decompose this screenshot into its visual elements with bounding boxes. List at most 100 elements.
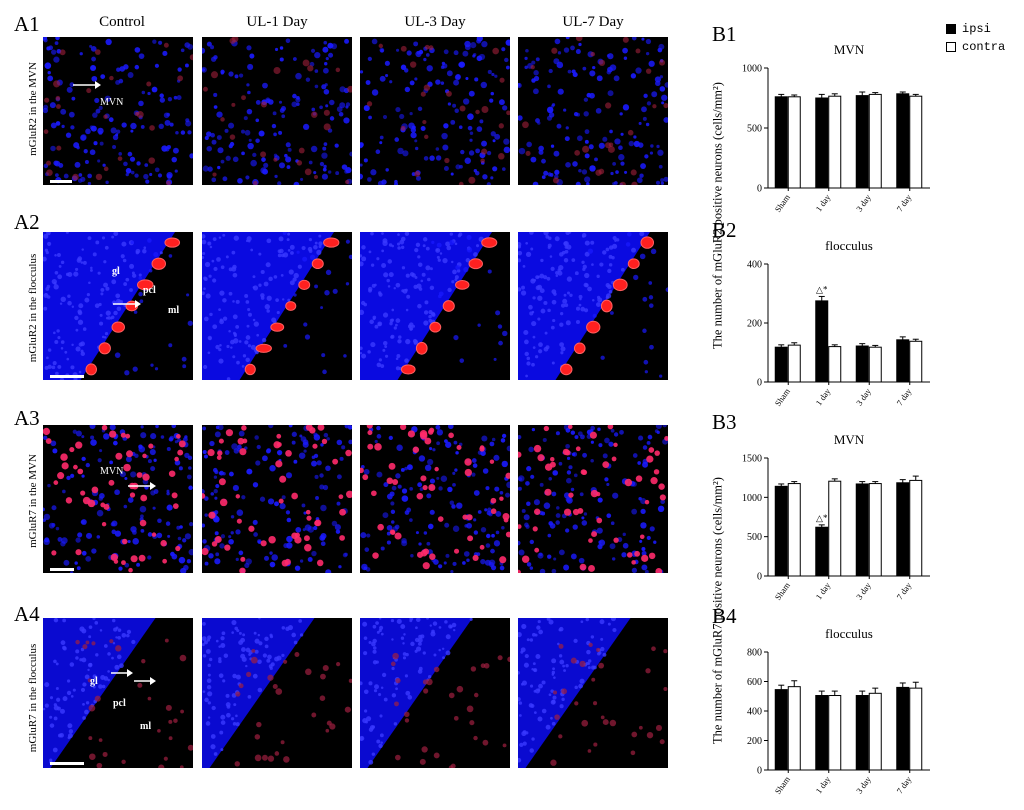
bar-ipsi	[815, 300, 829, 383]
x-tick-label: 3 day	[854, 774, 873, 796]
micrograph-a3-ul3	[360, 425, 510, 573]
y-tick-label: 0	[757, 766, 762, 777]
arrow-icon	[128, 482, 156, 490]
y-tick-label: 200	[747, 319, 762, 330]
x-tick-label: 7 day	[894, 386, 913, 408]
x-tick-label: 3 day	[854, 192, 873, 214]
x-tick-label: 1 day	[813, 580, 832, 602]
bar-contra	[787, 96, 801, 189]
overlay-label-pcl: pcl	[143, 285, 156, 296]
y-tick-label: 400	[747, 707, 762, 718]
y-tick-label: 0	[757, 184, 762, 195]
micrograph-image	[518, 425, 668, 573]
y-tick-label: 800	[747, 648, 762, 659]
micrograph-image	[360, 232, 510, 380]
bar-ipsi	[896, 686, 910, 771]
bar-ipsi	[774, 689, 788, 771]
bar-chart-b1: MVN 0 500 1000 Sham 1 day 3 day 7 day	[742, 42, 930, 214]
bar-ipsi	[855, 95, 869, 189]
x-tick-label: Sham	[773, 192, 793, 214]
scale-bar	[50, 180, 72, 183]
panel-label-b1: B1	[712, 22, 737, 46]
arrow-icon	[134, 677, 156, 685]
micrograph-a3-ul7	[518, 425, 668, 573]
micrograph-image	[43, 37, 193, 185]
micrograph-image	[360, 425, 510, 573]
bar-contra	[828, 480, 842, 577]
column-header-ul-7-day: UL-7 Day	[562, 14, 624, 30]
micrograph-image	[43, 232, 193, 380]
panel-label-a2: A2	[14, 210, 40, 234]
x-tick-label: 1 day	[813, 386, 832, 408]
bar-ipsi	[815, 97, 829, 189]
y-tick-label: 1000	[742, 64, 762, 75]
y-tick-label: 500	[747, 532, 762, 543]
arrow-icon	[111, 669, 133, 677]
bar-ipsi	[855, 483, 869, 577]
micrograph-image	[202, 618, 352, 768]
y-axis-title-mglur7: The number of mGluR7 positive neurons (c…	[710, 477, 725, 744]
micrograph-a1-ul3	[360, 37, 510, 185]
y-tick-label: 500	[747, 124, 762, 135]
bar-ipsi	[896, 93, 910, 189]
x-tick-label: 1 day	[813, 192, 832, 214]
micrograph-a3-control	[43, 425, 193, 573]
overlay-label-ml-a4: ml	[140, 721, 152, 732]
bar-ipsi	[855, 695, 869, 771]
significance-annotation: △*	[816, 284, 828, 294]
bar-contra	[787, 344, 801, 383]
column-header-ul-3-day: UL-3 Day	[404, 14, 466, 30]
bar-ipsi	[896, 339, 910, 383]
micrograph-image	[360, 37, 510, 185]
chart-title: flocculus	[825, 626, 873, 641]
chart-title: MVN	[834, 432, 865, 447]
arrow-icon	[73, 81, 101, 89]
micrograph-image	[518, 618, 668, 768]
micrograph-image	[518, 37, 668, 185]
micrograph-a2-control	[43, 232, 193, 380]
y-tick-label: 1500	[742, 454, 762, 465]
bar-contra	[909, 95, 923, 189]
bar-chart-b4: flocculus 0 200 400 600 800 Sham 1 day 3 day 7 da…	[747, 626, 930, 796]
micrograph-a4-ul1	[202, 618, 352, 768]
scale-bar	[50, 375, 84, 378]
legend-swatch-ipsi	[946, 24, 956, 34]
bar-contra	[909, 479, 923, 577]
panel-label-b2: B2	[712, 218, 737, 242]
panel-label-b4: B4	[712, 604, 737, 628]
arrow-icon	[113, 300, 141, 308]
x-tick-label: 3 day	[854, 580, 873, 602]
micrograph-a2-ul1	[202, 232, 352, 380]
legend: ipsi contra	[946, 22, 1005, 54]
bar-contra	[909, 340, 923, 383]
row-label-a1: mGluR2 in the MVN	[27, 62, 39, 156]
scale-bar	[50, 762, 84, 765]
y-tick-label: 0	[757, 572, 762, 583]
bar-chart-b3: MVN 0 500 1000 1500 Sham 1 day 3 day 7 day △*	[742, 432, 930, 602]
column-header-control: Control	[99, 14, 145, 30]
panel-label-a4: A4	[14, 602, 40, 626]
bar-ipsi	[855, 345, 869, 383]
micrograph-image	[43, 618, 193, 768]
micrograph-a3-ul1	[202, 425, 352, 573]
bar-contra	[787, 686, 801, 771]
y-tick-label: 400	[747, 260, 762, 271]
y-tick-label: 1000	[742, 493, 762, 504]
bar-ipsi	[774, 96, 788, 189]
micrograph-image	[518, 232, 668, 380]
legend-item-ipsi: ipsi	[946, 22, 1005, 36]
row-label-a4: mGluR7 in the flocculus	[27, 643, 39, 753]
micrograph-image	[202, 37, 352, 185]
legend-label-contra: contra	[962, 40, 1006, 54]
x-tick-label: Sham	[773, 580, 793, 602]
overlay-label-pcl-a4: pcl	[113, 698, 126, 709]
bar-contra	[828, 346, 842, 383]
y-tick-label: 600	[747, 677, 762, 688]
x-tick-label: 3 day	[854, 386, 873, 408]
micrograph-a4-ul3	[360, 618, 510, 768]
scale-bar	[50, 568, 74, 571]
y-tick-label: 0	[757, 378, 762, 389]
x-tick-label: 7 day	[894, 580, 913, 602]
row-label-a2: mGluR2 in the flocculus	[27, 253, 39, 363]
